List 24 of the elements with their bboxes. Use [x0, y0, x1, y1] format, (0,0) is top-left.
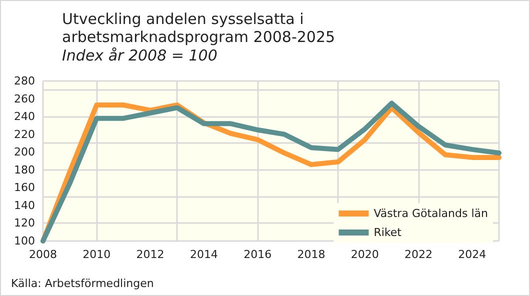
y-tick-label: 100	[14, 234, 35, 248]
chart-title: Utveckling andelen sysselsatta i arbetsmarknadsprogram 2008-2025	[62, 10, 336, 46]
x-tick-label: 2012	[136, 248, 164, 261]
x-tick-label: 2014	[190, 248, 218, 261]
text: Källa: Arbetsförmedlingen	[11, 277, 154, 290]
y-tick-label: 280	[14, 74, 35, 88]
x-tick-label: 2022	[404, 248, 433, 261]
legend-label: Riket	[374, 226, 402, 239]
x-tick-label: 2016	[244, 248, 272, 261]
chart-subtitle: Index år 2008 = 100	[62, 46, 218, 64]
y-tick-label: 260	[14, 92, 35, 106]
y-tick-label: 240	[14, 110, 35, 124]
x-tick-label: 2010	[82, 248, 111, 261]
y-tick-label: 180	[14, 163, 35, 176]
y-tick-label: 220	[14, 128, 35, 141]
x-tick-label: 2008	[29, 248, 57, 261]
y-tick-label: 140	[14, 198, 35, 212]
y-tick-label: 200	[14, 146, 35, 159]
x-tick-label: 2024	[458, 248, 486, 261]
y-tick-label: 160	[14, 181, 35, 194]
x-tick-label: 2020	[350, 248, 379, 261]
x-tick-label: 2018	[297, 248, 326, 261]
y-tick-label: 120	[14, 216, 35, 230]
legend-label: Västra Götalands län	[374, 207, 488, 220]
